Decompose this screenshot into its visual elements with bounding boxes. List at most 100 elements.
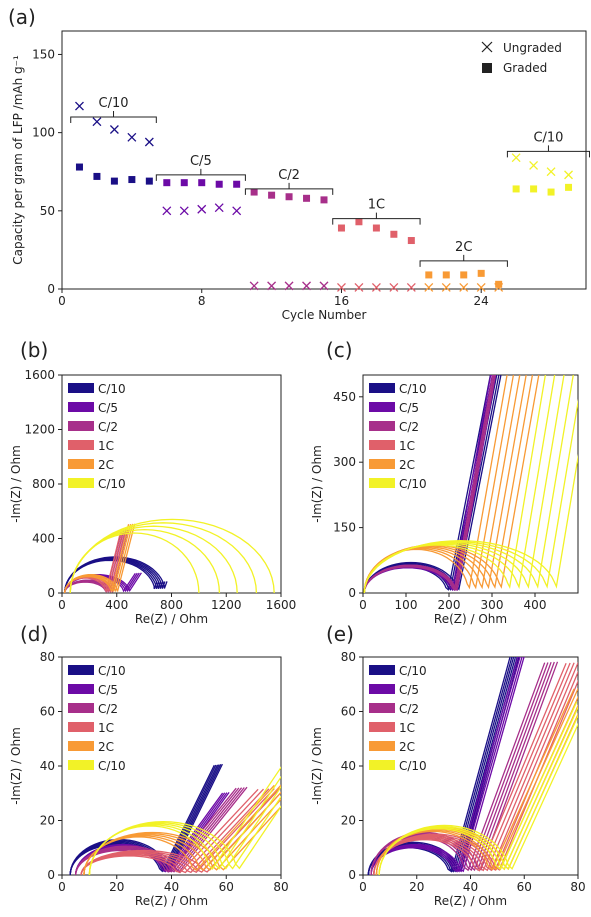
ungraded-point bbox=[546, 167, 556, 177]
graded-point bbox=[425, 271, 433, 279]
spectra-group bbox=[363, 375, 578, 593]
legend-label: C/10 bbox=[98, 382, 126, 396]
x-tick-label: 0 bbox=[58, 598, 66, 612]
x-tick-label: 1200 bbox=[211, 598, 242, 612]
y-tick-label: 0 bbox=[348, 868, 356, 882]
graded-point bbox=[93, 172, 101, 180]
legend-label: C/10 bbox=[399, 759, 427, 773]
x-tick-label: 0 bbox=[58, 880, 66, 894]
graded-point bbox=[268, 191, 276, 199]
legend-swatch bbox=[68, 760, 94, 770]
impedance-spectrum bbox=[69, 518, 275, 593]
ungraded-point bbox=[127, 132, 137, 142]
ungraded-point bbox=[441, 282, 451, 292]
ungraded-point bbox=[162, 206, 172, 216]
graded-point bbox=[530, 185, 538, 193]
impedance-spectrum bbox=[75, 786, 248, 875]
impedance-spectrum bbox=[370, 657, 525, 875]
impedance-spectrum bbox=[88, 805, 281, 875]
x-tick-label: 800 bbox=[160, 598, 183, 612]
x-tick-label: 400 bbox=[524, 598, 547, 612]
legend-swatch bbox=[369, 383, 395, 393]
legend-swatch bbox=[369, 402, 395, 412]
x-tick-label: 40 bbox=[463, 880, 478, 894]
x-tick-label: 400 bbox=[105, 598, 128, 612]
graded-point bbox=[215, 180, 223, 188]
ungraded-point bbox=[406, 282, 416, 292]
rate-bracket-label: C/10 bbox=[99, 96, 129, 111]
spectra-group bbox=[367, 657, 578, 875]
ungraded-point bbox=[424, 282, 434, 292]
graded-point bbox=[75, 163, 83, 171]
legend-swatch bbox=[369, 703, 395, 713]
graded-point bbox=[355, 218, 363, 226]
ungraded-point bbox=[529, 161, 539, 170]
y-tick-label: 1200 bbox=[24, 423, 55, 437]
rate-bracket bbox=[419, 254, 508, 267]
legend-swatch bbox=[68, 722, 94, 732]
graded-point bbox=[180, 179, 188, 187]
y-axis-label: -Im(Z) / Ohm bbox=[9, 727, 23, 805]
y-tick-label: 80 bbox=[40, 650, 55, 664]
spectra-group bbox=[64, 518, 275, 593]
ungraded-point bbox=[511, 153, 521, 163]
legend-label: 2C bbox=[399, 740, 415, 754]
rate-bracket-label: C/2 bbox=[278, 168, 300, 183]
y-tick-label: 20 bbox=[341, 814, 356, 828]
x-tick-label: 16 bbox=[334, 294, 349, 308]
graded-point bbox=[320, 196, 328, 204]
ungraded-point bbox=[319, 281, 329, 291]
ungraded-point bbox=[371, 282, 381, 292]
x-tick-label: 0 bbox=[359, 880, 367, 894]
impedance-spectrum bbox=[363, 375, 496, 593]
ungraded-point bbox=[92, 117, 102, 127]
legend-label: C/10 bbox=[98, 759, 126, 773]
x-tick-label: 24 bbox=[474, 294, 489, 308]
panel-label: (e) bbox=[326, 622, 354, 646]
legend-label: C/2 bbox=[399, 420, 419, 434]
impedance-spectrum bbox=[367, 657, 520, 875]
legend-swatch bbox=[68, 741, 94, 751]
legend-label: 2C bbox=[98, 740, 114, 754]
x-axis-label: Re(Z) / Ohm bbox=[135, 612, 208, 626]
legend: C/10 C/5 C/2 1C 2C C/10 bbox=[369, 382, 427, 491]
x-tick-label: 40 bbox=[164, 880, 179, 894]
x-tick-label: 0 bbox=[58, 294, 66, 308]
x-axis-label: Re(Z) / Ohm bbox=[434, 894, 507, 908]
ungraded-point bbox=[144, 137, 154, 147]
ungraded-point bbox=[459, 282, 469, 292]
y-axis-label: -Im(Z) / Ohm bbox=[310, 727, 324, 805]
x-tick-label: 80 bbox=[570, 880, 585, 894]
legend: C/10 C/5 C/2 1C 2C C/10 bbox=[68, 664, 126, 773]
graded-point bbox=[337, 224, 345, 232]
ungraded-point bbox=[337, 282, 346, 292]
y-tick-label: 150 bbox=[32, 47, 55, 61]
graded-point bbox=[390, 230, 398, 238]
legend-swatch bbox=[369, 421, 395, 431]
y-tick-label: 20 bbox=[40, 814, 55, 828]
legend-swatch bbox=[369, 440, 395, 450]
legend-swatch bbox=[369, 760, 395, 770]
x-tick-label: 20 bbox=[409, 880, 424, 894]
graded-point bbox=[250, 188, 258, 196]
ungraded-point bbox=[302, 281, 311, 291]
y-tick-label: 50 bbox=[40, 204, 55, 218]
graded-point bbox=[285, 193, 293, 201]
x-tick-label: 20 bbox=[109, 880, 124, 894]
legend: C/10 C/5 C/2 1C 2C C/10 bbox=[68, 382, 126, 491]
legend-graded-label: Graded bbox=[503, 61, 547, 75]
legend-label: C/2 bbox=[98, 420, 118, 434]
ungraded-point bbox=[214, 203, 224, 213]
y-axis-label: Capacity per gram of LFP /mAh g⁻¹ bbox=[11, 55, 25, 265]
ungraded-point bbox=[389, 282, 399, 292]
y-tick-label: 800 bbox=[32, 477, 55, 491]
legend-swatch bbox=[68, 703, 94, 713]
graded-point bbox=[512, 185, 520, 193]
legend-label: C/5 bbox=[98, 401, 118, 415]
rate-bracket bbox=[332, 212, 421, 225]
x-axis-label: Cycle Number bbox=[282, 308, 367, 322]
graded-point bbox=[163, 179, 171, 187]
y-tick-label: 80 bbox=[341, 650, 356, 664]
rate-bracket bbox=[70, 111, 157, 123]
